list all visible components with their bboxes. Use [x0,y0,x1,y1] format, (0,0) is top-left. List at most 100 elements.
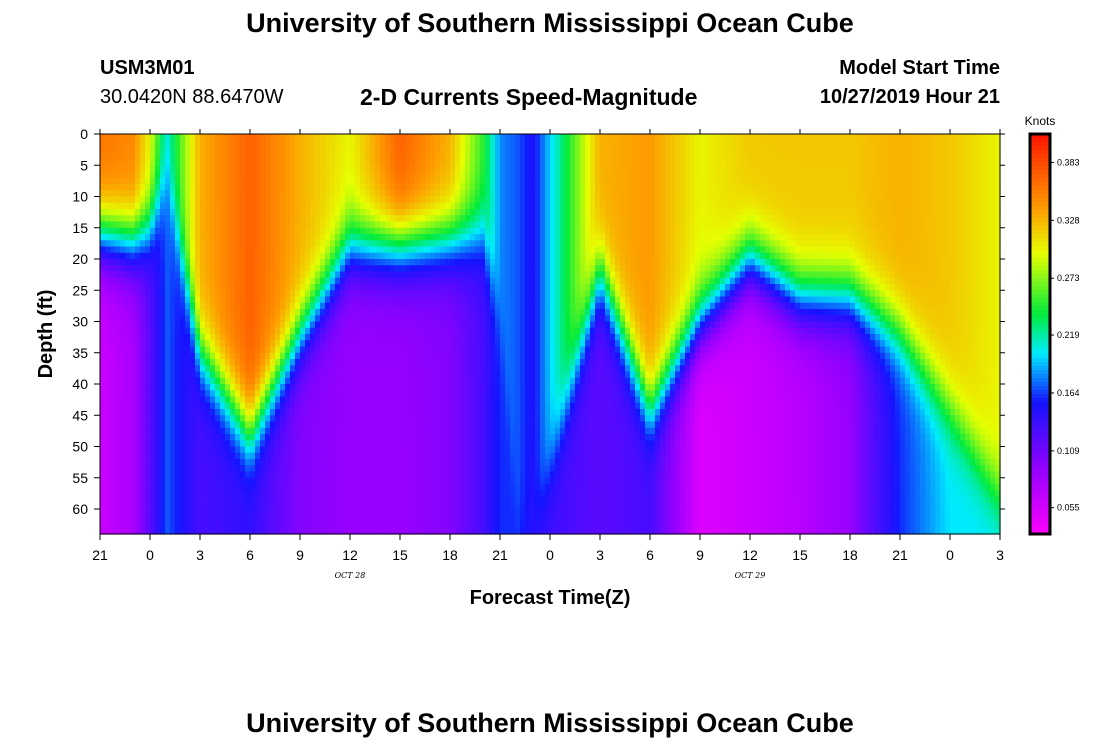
heatmap-cell [310,427,316,435]
heatmap-cell [160,246,166,254]
heatmap-cell [390,296,396,304]
heatmap-cell [215,315,221,323]
heatmap-cell [305,365,311,373]
heatmap-cell [465,265,471,273]
heatmap-cell [285,384,291,391]
heatmap-cell [290,359,296,366]
heatmap-cell [230,215,236,223]
heatmap-cell [285,146,291,154]
heatmap-cell [265,509,271,516]
heatmap-cell [325,459,331,466]
heatmap-cell [350,227,356,235]
heatmap-cell [235,221,241,229]
heatmap-cell [175,277,181,285]
heatmap-cell [115,402,121,410]
heatmap-cell [105,315,111,323]
heatmap-cell [475,202,481,210]
heatmap-cell [455,427,461,435]
heatmap-cell [250,384,256,391]
heatmap-cell [435,346,441,354]
heatmap-cell [110,390,116,398]
heatmap-cell [290,140,296,148]
heatmap-cell [125,384,131,391]
heatmap-cell [360,327,366,335]
heatmap-cell [150,390,156,398]
heatmap-cell [355,315,361,323]
heatmap-cell [210,134,216,141]
heatmap-cell [205,184,211,191]
heatmap-cell [480,252,486,260]
heatmap-cell [450,371,456,379]
heatmap-cell [130,302,136,310]
heatmap-cell [170,477,176,485]
heatmap-cell [335,390,341,398]
heatmap-cell [430,259,436,266]
heatmap-cell [140,265,146,273]
heatmap-cell [450,477,456,485]
heatmap-cell [395,390,401,398]
heatmap-cell [315,309,321,316]
heatmap-cell [275,346,281,354]
heatmap-cell [115,384,121,391]
heatmap-cell [375,171,381,179]
heatmap-cell [460,309,466,316]
heatmap-cell [300,427,306,435]
heatmap-cell [125,271,131,279]
heatmap-cell [185,171,191,179]
heatmap-cell [275,365,281,373]
heatmap-cell [405,521,411,529]
heatmap-cell [130,309,136,316]
heatmap-cell [140,284,146,291]
heatmap-cell [210,184,216,191]
heatmap-cell [105,509,111,516]
heatmap-cell [240,527,246,535]
heatmap-cell [265,290,271,298]
heatmap-cell [350,177,356,185]
heatmap-cell [280,434,286,441]
heatmap-cell [480,302,486,310]
heatmap-cell [245,184,251,191]
heatmap-cell [295,252,301,260]
heatmap-cell [230,359,236,366]
heatmap-cell [440,509,446,516]
heatmap-cell [265,377,271,385]
heatmap-cell [300,471,306,479]
heatmap-cell [110,202,116,210]
heatmap-cell [340,315,346,323]
heatmap-cell [250,427,256,435]
heatmap-cell [460,277,466,285]
heatmap-cell [245,315,251,323]
heatmap-cell [355,446,361,454]
heatmap-cell [375,240,381,248]
heatmap-cell [255,159,261,166]
heatmap-cell [340,434,346,441]
heatmap-cell [355,184,361,191]
heatmap-cell [370,490,376,498]
heatmap-cell [385,302,391,310]
heatmap-cell [115,327,121,335]
heatmap-cell [275,502,281,510]
heatmap-cell [455,284,461,291]
heatmap-cell [190,415,196,423]
heatmap-cell [240,152,246,160]
heatmap-cell [100,284,106,291]
heatmap-cell [330,177,336,185]
heatmap-cell [280,227,286,235]
heatmap-cell [170,190,176,198]
heatmap-cell [435,209,441,216]
heatmap-cell [145,321,151,329]
heatmap-cell [450,277,456,285]
heatmap-cell [405,327,411,335]
heatmap-cell [485,302,491,310]
heatmap-cell [245,421,251,429]
heatmap-cell [120,352,126,360]
heatmap-cell [375,452,381,460]
heatmap-cell [485,196,491,204]
heatmap-cell [340,521,346,529]
heatmap-cell [240,496,246,504]
heatmap-cell [435,446,441,454]
heatmap-cell [425,209,431,216]
heatmap-cell [165,459,171,466]
heatmap-cell [325,515,331,523]
heatmap-cell [325,152,331,160]
